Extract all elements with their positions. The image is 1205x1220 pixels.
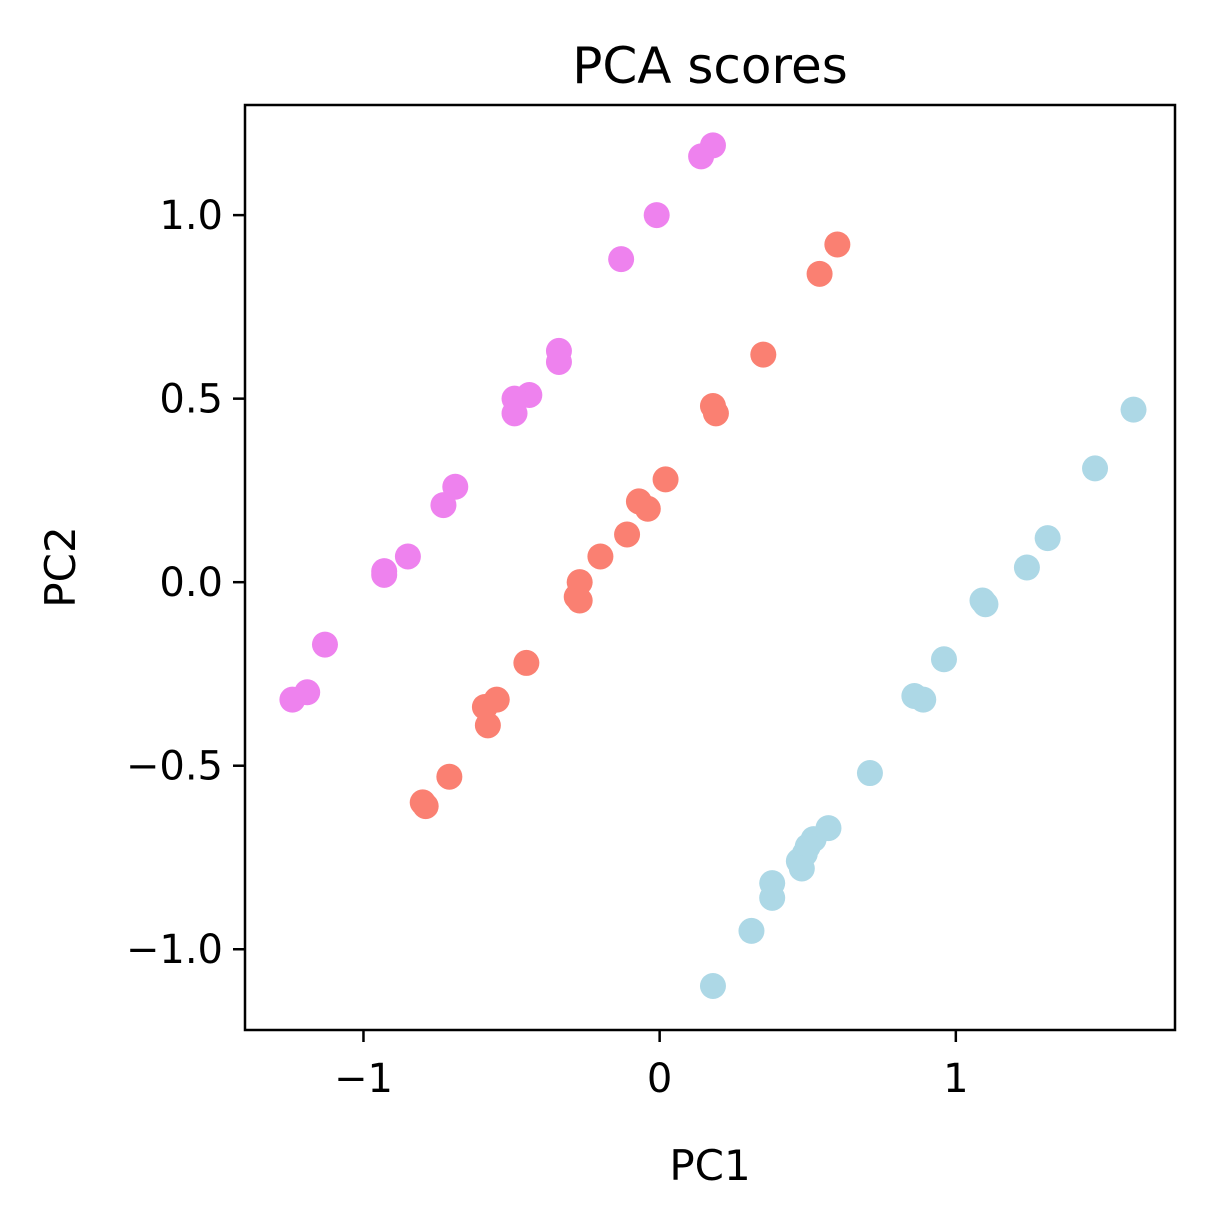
data-point-s1-4	[702, 400, 729, 427]
y-tick-label-1: 0.5	[159, 377, 223, 423]
data-point-s1-19	[412, 793, 439, 820]
data-point-s1-7	[634, 495, 661, 522]
data-point-s1-1	[806, 260, 833, 287]
data-point-s0-14	[311, 631, 338, 658]
data-point-s1-17	[436, 763, 463, 790]
data-point-s2-19	[699, 972, 726, 999]
x-tick-label-0: −1	[334, 1056, 393, 1102]
data-point-s1-8	[614, 521, 641, 548]
y-tick-label-4: −1.0	[126, 927, 223, 973]
y-tick-label-3: −0.5	[126, 744, 223, 790]
data-point-s0-11	[394, 543, 421, 570]
data-point-s2-17	[759, 884, 786, 911]
data-point-s1-2	[750, 341, 777, 368]
data-point-s2-1	[1082, 455, 1109, 482]
data-point-s2-3	[1013, 554, 1040, 581]
data-point-s0-5	[545, 348, 572, 375]
data-point-s0-8	[501, 400, 528, 427]
data-point-s2-5	[972, 591, 999, 618]
data-point-s2-15	[788, 855, 815, 882]
y-axis-ticks: 1.0 0.5 0.0 −0.5 −1.0	[126, 193, 245, 973]
x-tick-label-2: 1	[943, 1056, 968, 1102]
x-axis-ticks: −1 0 1	[334, 1030, 969, 1102]
y-tick-label-2: 0.0	[159, 560, 223, 606]
y-axis-label: PC2	[36, 526, 85, 607]
data-point-s2-2	[1034, 525, 1061, 552]
data-point-s1-5	[652, 466, 679, 493]
data-point-s0-10	[430, 492, 457, 519]
data-point-s2-0	[1120, 396, 1147, 423]
data-point-s1-9	[587, 543, 614, 570]
data-point-s2-6	[930, 646, 957, 673]
data-point-s0-3	[608, 246, 635, 273]
data-point-s0-9	[442, 473, 469, 500]
data-point-s2-18	[738, 917, 765, 944]
y-tick-label-0: 1.0	[159, 193, 223, 239]
plot-frame	[243, 103, 1177, 1032]
x-axis-label: PC1	[669, 1141, 750, 1190]
data-point-s1-12	[566, 587, 593, 614]
data-point-s0-13	[371, 561, 398, 588]
data-point-s2-9	[856, 760, 883, 787]
data-point-s0-1	[688, 143, 715, 170]
data-point-s2-8	[910, 686, 937, 713]
data-point-s0-2	[643, 202, 670, 229]
data-point-s1-0	[824, 231, 851, 258]
data-point-s1-16	[474, 712, 501, 739]
chart-title: PCA scores	[572, 37, 848, 95]
data-point-s1-13	[513, 649, 540, 676]
data-points	[279, 132, 1147, 999]
data-point-s0-16	[279, 686, 306, 713]
x-tick-label-1: 0	[647, 1056, 672, 1102]
